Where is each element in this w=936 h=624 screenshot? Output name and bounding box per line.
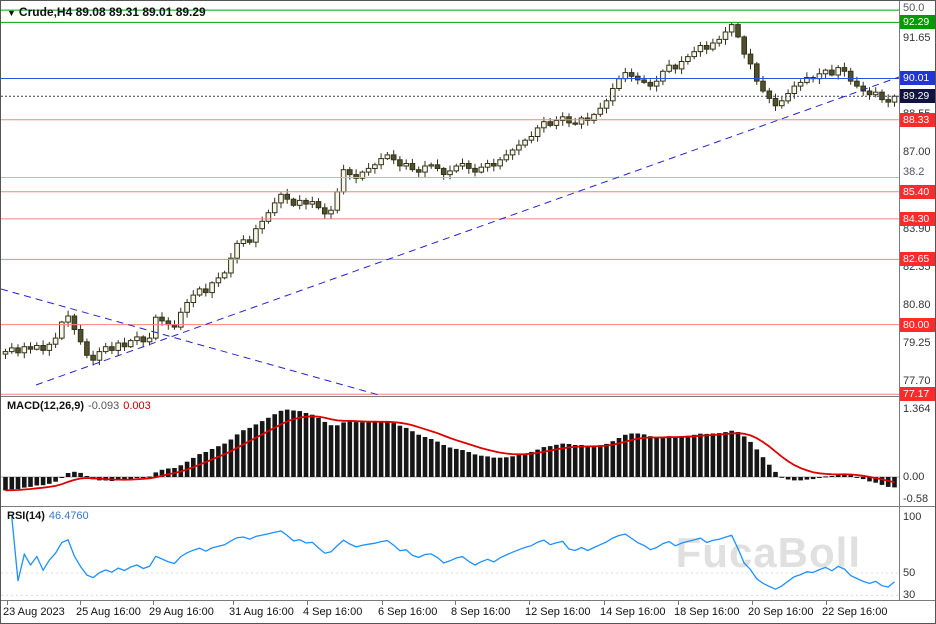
time-label: 4 Sep 16:00 xyxy=(303,606,363,618)
time-tick xyxy=(678,601,679,605)
macd-signal-value: 0.003 xyxy=(123,400,151,412)
price-panel: ▼ Crude,H4 89.08 89.31 89.01 89.29 91.65 8… xyxy=(1,1,935,402)
macd-chart xyxy=(1,409,899,492)
time-tick xyxy=(826,601,827,605)
rsi-tick-50: 50 xyxy=(903,567,916,579)
rsi-plot-area[interactable]: FucaBoll RSI(14) 46.4760 xyxy=(1,507,900,600)
time-label: 8 Sep 16:00 xyxy=(451,606,511,618)
trendline-1[interactable] xyxy=(35,76,899,386)
ohlc-values: 89.08 89.31 89.01 89.29 xyxy=(75,5,206,19)
rsi-label: RSI(14) 46.4760 xyxy=(7,510,89,522)
rsi-value: 46.4760 xyxy=(48,510,89,522)
macd-histogram xyxy=(3,409,897,491)
fib-label-38.2: 38.2 xyxy=(903,165,925,178)
price-tick-79.25: 79.25 xyxy=(903,337,931,350)
macd-plot-area[interactable]: MACD(12,26,9) -0.093 0.003 xyxy=(1,397,900,506)
time-label: 12 Sep 16:00 xyxy=(525,606,591,618)
time-tick xyxy=(233,601,234,605)
symbol-ohlc-label: ▼ Crude,H4 89.08 89.31 89.01 89.29 xyxy=(7,5,206,19)
price-tick-77.70: 77.70 xyxy=(903,375,931,388)
macd-tick-1.364: 1.364 xyxy=(903,402,931,415)
price-plot-area[interactable]: ▼ Crude,H4 89.08 89.31 89.01 89.29 xyxy=(1,1,900,396)
price-tick-91.65: 91.65 xyxy=(903,32,931,45)
rsi-chart xyxy=(1,516,899,596)
time-tick xyxy=(382,601,383,605)
macd-label: MACD(12,26,9) -0.093 0.003 xyxy=(7,400,151,412)
bullish-candles xyxy=(2,24,898,361)
bearish-candles xyxy=(15,24,892,361)
time-tick xyxy=(529,601,530,605)
price-scale[interactable]: 91.6588.5587.0083.9082.3580.8079.2577.70… xyxy=(900,1,935,402)
macd-panel: MACD(12,26,9) -0.093 0.003 1.364 0.00 -0.58 xyxy=(1,397,935,507)
rsi-scale[interactable]: 100 50 30 xyxy=(900,507,935,602)
price-badge-89.29: 89.29 xyxy=(900,89,935,104)
macd-tick--0.58: -0.58 xyxy=(903,493,929,505)
macd-main-value: -0.093 xyxy=(88,400,120,412)
time-tick xyxy=(307,601,308,605)
time-tick xyxy=(7,601,8,605)
price-badge-92.29: 92.29 xyxy=(900,15,935,30)
chevron-down-icon[interactable]: ▼ xyxy=(7,8,16,18)
price-badge-84.30: 84.30 xyxy=(900,211,935,226)
trendline-2[interactable] xyxy=(1,288,380,396)
time-label: 20 Sep 16:00 xyxy=(748,606,814,618)
rsi-tick-100: 100 xyxy=(903,511,922,523)
fib-label-50.0: 50.0 xyxy=(903,2,925,14)
time-tick xyxy=(752,601,753,605)
candlestick-chart xyxy=(1,9,899,396)
rsi-name: RSI(14) xyxy=(7,510,45,522)
price-badge-90.01: 90.01 xyxy=(900,71,935,86)
time-label: 31 Aug 16:00 xyxy=(229,606,294,618)
time-label: 6 Sep 16:00 xyxy=(378,606,438,618)
time-tick xyxy=(604,601,605,605)
macd-name: MACD(12,26,9) xyxy=(7,400,85,412)
price-tick-87.00: 87.00 xyxy=(903,146,931,159)
price-badge-88.33: 88.33 xyxy=(900,112,935,127)
macd-tick-0.00: 0.00 xyxy=(903,471,925,483)
time-label: 29 Aug 16:00 xyxy=(149,606,214,618)
price-badge-80.00: 80.00 xyxy=(900,317,935,332)
time-label: 18 Sep 16:00 xyxy=(674,606,740,618)
time-label: 22 Sep 16:00 xyxy=(822,606,888,618)
price-badge-82.65: 82.65 xyxy=(900,252,935,267)
symbol-label: Crude,H4 xyxy=(18,5,73,19)
price-badge-77.17: 77.17 xyxy=(900,387,935,402)
time-label: 25 Aug 16:00 xyxy=(76,606,141,618)
macd-scale[interactable]: 1.364 0.00 -0.58 xyxy=(900,397,935,506)
macd-signal-line xyxy=(5,415,895,492)
rsi-panel: FucaBoll RSI(14) 46.4760 100 50 30 xyxy=(1,507,935,601)
time-axis[interactable]: 23 Aug 2023 25 Aug 16:00 29 Aug 16:00 31 Au… xyxy=(1,601,935,621)
candle-wicks xyxy=(5,22,895,366)
time-label: 23 Aug 2023 xyxy=(3,606,65,618)
price-tick-80.80: 80.80 xyxy=(903,298,931,311)
price-badge-85.40: 85.40 xyxy=(900,184,935,199)
broker-watermark: FucaBoll xyxy=(675,529,861,576)
time-tick xyxy=(153,601,154,605)
time-tick xyxy=(80,601,81,605)
rsi-line xyxy=(11,516,895,590)
time-label: 14 Sep 16:00 xyxy=(600,606,666,618)
time-tick xyxy=(455,601,456,605)
rsi-tick-30: 30 xyxy=(903,589,916,602)
